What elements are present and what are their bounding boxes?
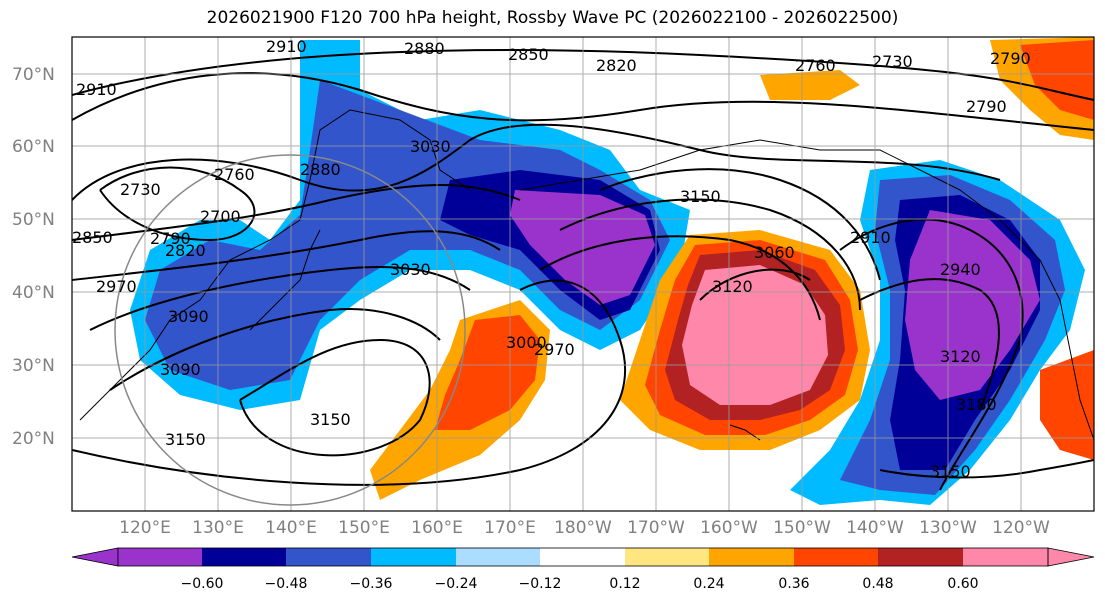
coastlines: [79, 109, 1094, 441]
lon-label: 140°W: [846, 518, 904, 538]
contour-label: 2790: [966, 97, 1007, 116]
coastline-alaska: [519, 139, 1041, 261]
contour-label: 3120: [940, 347, 981, 366]
lon-label: 150°W: [773, 518, 831, 538]
colorbar-tick: 0.36: [778, 576, 809, 592]
contour-label: 2730: [120, 180, 161, 199]
colorbar-segment: [709, 548, 794, 566]
contour-label: 3120: [712, 277, 753, 296]
colorbar-extend-low: [71, 547, 119, 567]
colorbar-segment: [625, 548, 709, 566]
contour-label: 3030: [410, 137, 451, 156]
colorbar-frame: [117, 547, 1049, 567]
colorbar-tick: 0.48: [862, 576, 893, 592]
colorbar-segment: [286, 548, 371, 566]
positive-anomaly-southeast: [1040, 350, 1094, 460]
contour-label: 2940: [940, 260, 981, 279]
positive-anomaly-central-max: [682, 265, 828, 405]
contour-label: 2910: [850, 228, 891, 247]
lat-label: 30°N: [12, 356, 55, 376]
colorbar-segment: [456, 548, 540, 566]
contour-label: 3090: [168, 307, 209, 326]
contour-label: 2850: [72, 228, 113, 247]
contour-label: 3150: [165, 430, 206, 449]
colorbar: −0.60 −0.48 −0.36 −0.24 −0.12 0.12 0.24 …: [71, 547, 1095, 592]
contour-label: 3180: [956, 395, 997, 414]
contour-label: 2820: [596, 56, 637, 75]
lon-label: 160°W: [700, 518, 758, 538]
contour-label: 2700: [200, 207, 241, 226]
map-title: 2026021900 F120 700 hPa height, Rossby W…: [206, 8, 899, 28]
map-frame: [71, 36, 1095, 512]
colorbar-tick: −0.60: [181, 576, 224, 592]
contour-label: 3030: [390, 260, 431, 279]
contour-label: 3060: [754, 243, 795, 262]
lat-label: 70°N: [12, 65, 55, 85]
colorbar-segment: [540, 548, 625, 566]
lon-label: 120°W: [992, 518, 1050, 538]
colorbar-segment: [202, 548, 286, 566]
positive-anomaly-subtropical-mid: [435, 315, 540, 430]
coastline-japan: [249, 229, 321, 331]
contour-label: 2790: [150, 229, 191, 248]
contour-label: 2820: [165, 241, 206, 260]
lon-label: 140°E: [265, 518, 317, 538]
coastline-hawaii: [729, 424, 761, 441]
positive-anomaly-arctic: [760, 70, 860, 100]
colorbar-extend-high: [1047, 547, 1095, 567]
lat-label: 40°N: [12, 283, 55, 303]
contour-label: 2850: [508, 45, 549, 64]
lon-label: 180°W: [554, 518, 612, 538]
latitude-labels: 70°N 60°N 50°N 40°N 30°N 20°N: [12, 65, 55, 449]
contour-label: 3150: [680, 187, 721, 206]
lon-label: 130°E: [192, 518, 244, 538]
contour-label: 2790: [990, 49, 1031, 68]
lon-label: 170°W: [627, 518, 685, 538]
lon-label: 130°W: [919, 518, 977, 538]
coastline-asia: [79, 109, 471, 421]
longitude-labels: 120°E 130°E 140°E 150°E 160°E 170°E 180°…: [119, 518, 1050, 538]
lat-label: 50°N: [12, 210, 55, 230]
colorbar-segment: [963, 548, 1048, 566]
colorbar-segment: [878, 548, 963, 566]
colorbar-tick: −0.36: [350, 576, 393, 592]
contour-label: 2760: [214, 165, 255, 184]
coastline-north-america: [1039, 259, 1094, 441]
colorbar-segment: [371, 548, 456, 566]
contour-label: 2970: [96, 277, 137, 296]
lat-label: 20°N: [12, 429, 55, 449]
contour-labels: 2910 2910 2880 2850 2820 2760 2730 2790 …: [72, 37, 1031, 481]
contour-label: 3090: [160, 360, 201, 379]
graticule: [72, 37, 1094, 511]
colorbar-tick: 0.24: [693, 576, 724, 592]
contour-label: 3150: [930, 462, 971, 481]
contour-label: 2880: [404, 39, 445, 58]
lon-label: 150°E: [338, 518, 390, 538]
contour-label: 2760: [795, 56, 836, 75]
colorbar-tick: −0.12: [519, 576, 562, 592]
colorbar-tick: −0.24: [435, 576, 478, 592]
colorbar-segment: [118, 548, 202, 566]
region-circle: [114, 154, 466, 506]
negative-anomaly-west-inner: [145, 80, 670, 390]
lon-label: 170°E: [484, 518, 536, 538]
shaded-anomaly-layer: [130, 37, 1094, 505]
contour-label: 2880: [300, 160, 341, 179]
contour-label: 2910: [76, 80, 117, 99]
negative-anomaly-east-max: [905, 210, 1040, 400]
contour-label: 2730: [872, 52, 913, 71]
positive-anomaly-northeast-core: [1020, 40, 1094, 120]
colorbar-tick: 0.12: [609, 576, 640, 592]
contour-label: 2970: [534, 340, 575, 359]
lon-label: 120°E: [119, 518, 171, 538]
colorbar-tick: 0.60: [947, 576, 978, 592]
lon-label: 160°E: [411, 518, 463, 538]
contour-label: 2910: [266, 37, 307, 56]
contour-label: 3000: [506, 333, 547, 352]
colorbar-segment: [794, 548, 878, 566]
colorbar-tick: −0.48: [265, 576, 308, 592]
contour-label: 3150: [310, 410, 351, 429]
lat-label: 60°N: [12, 137, 55, 157]
